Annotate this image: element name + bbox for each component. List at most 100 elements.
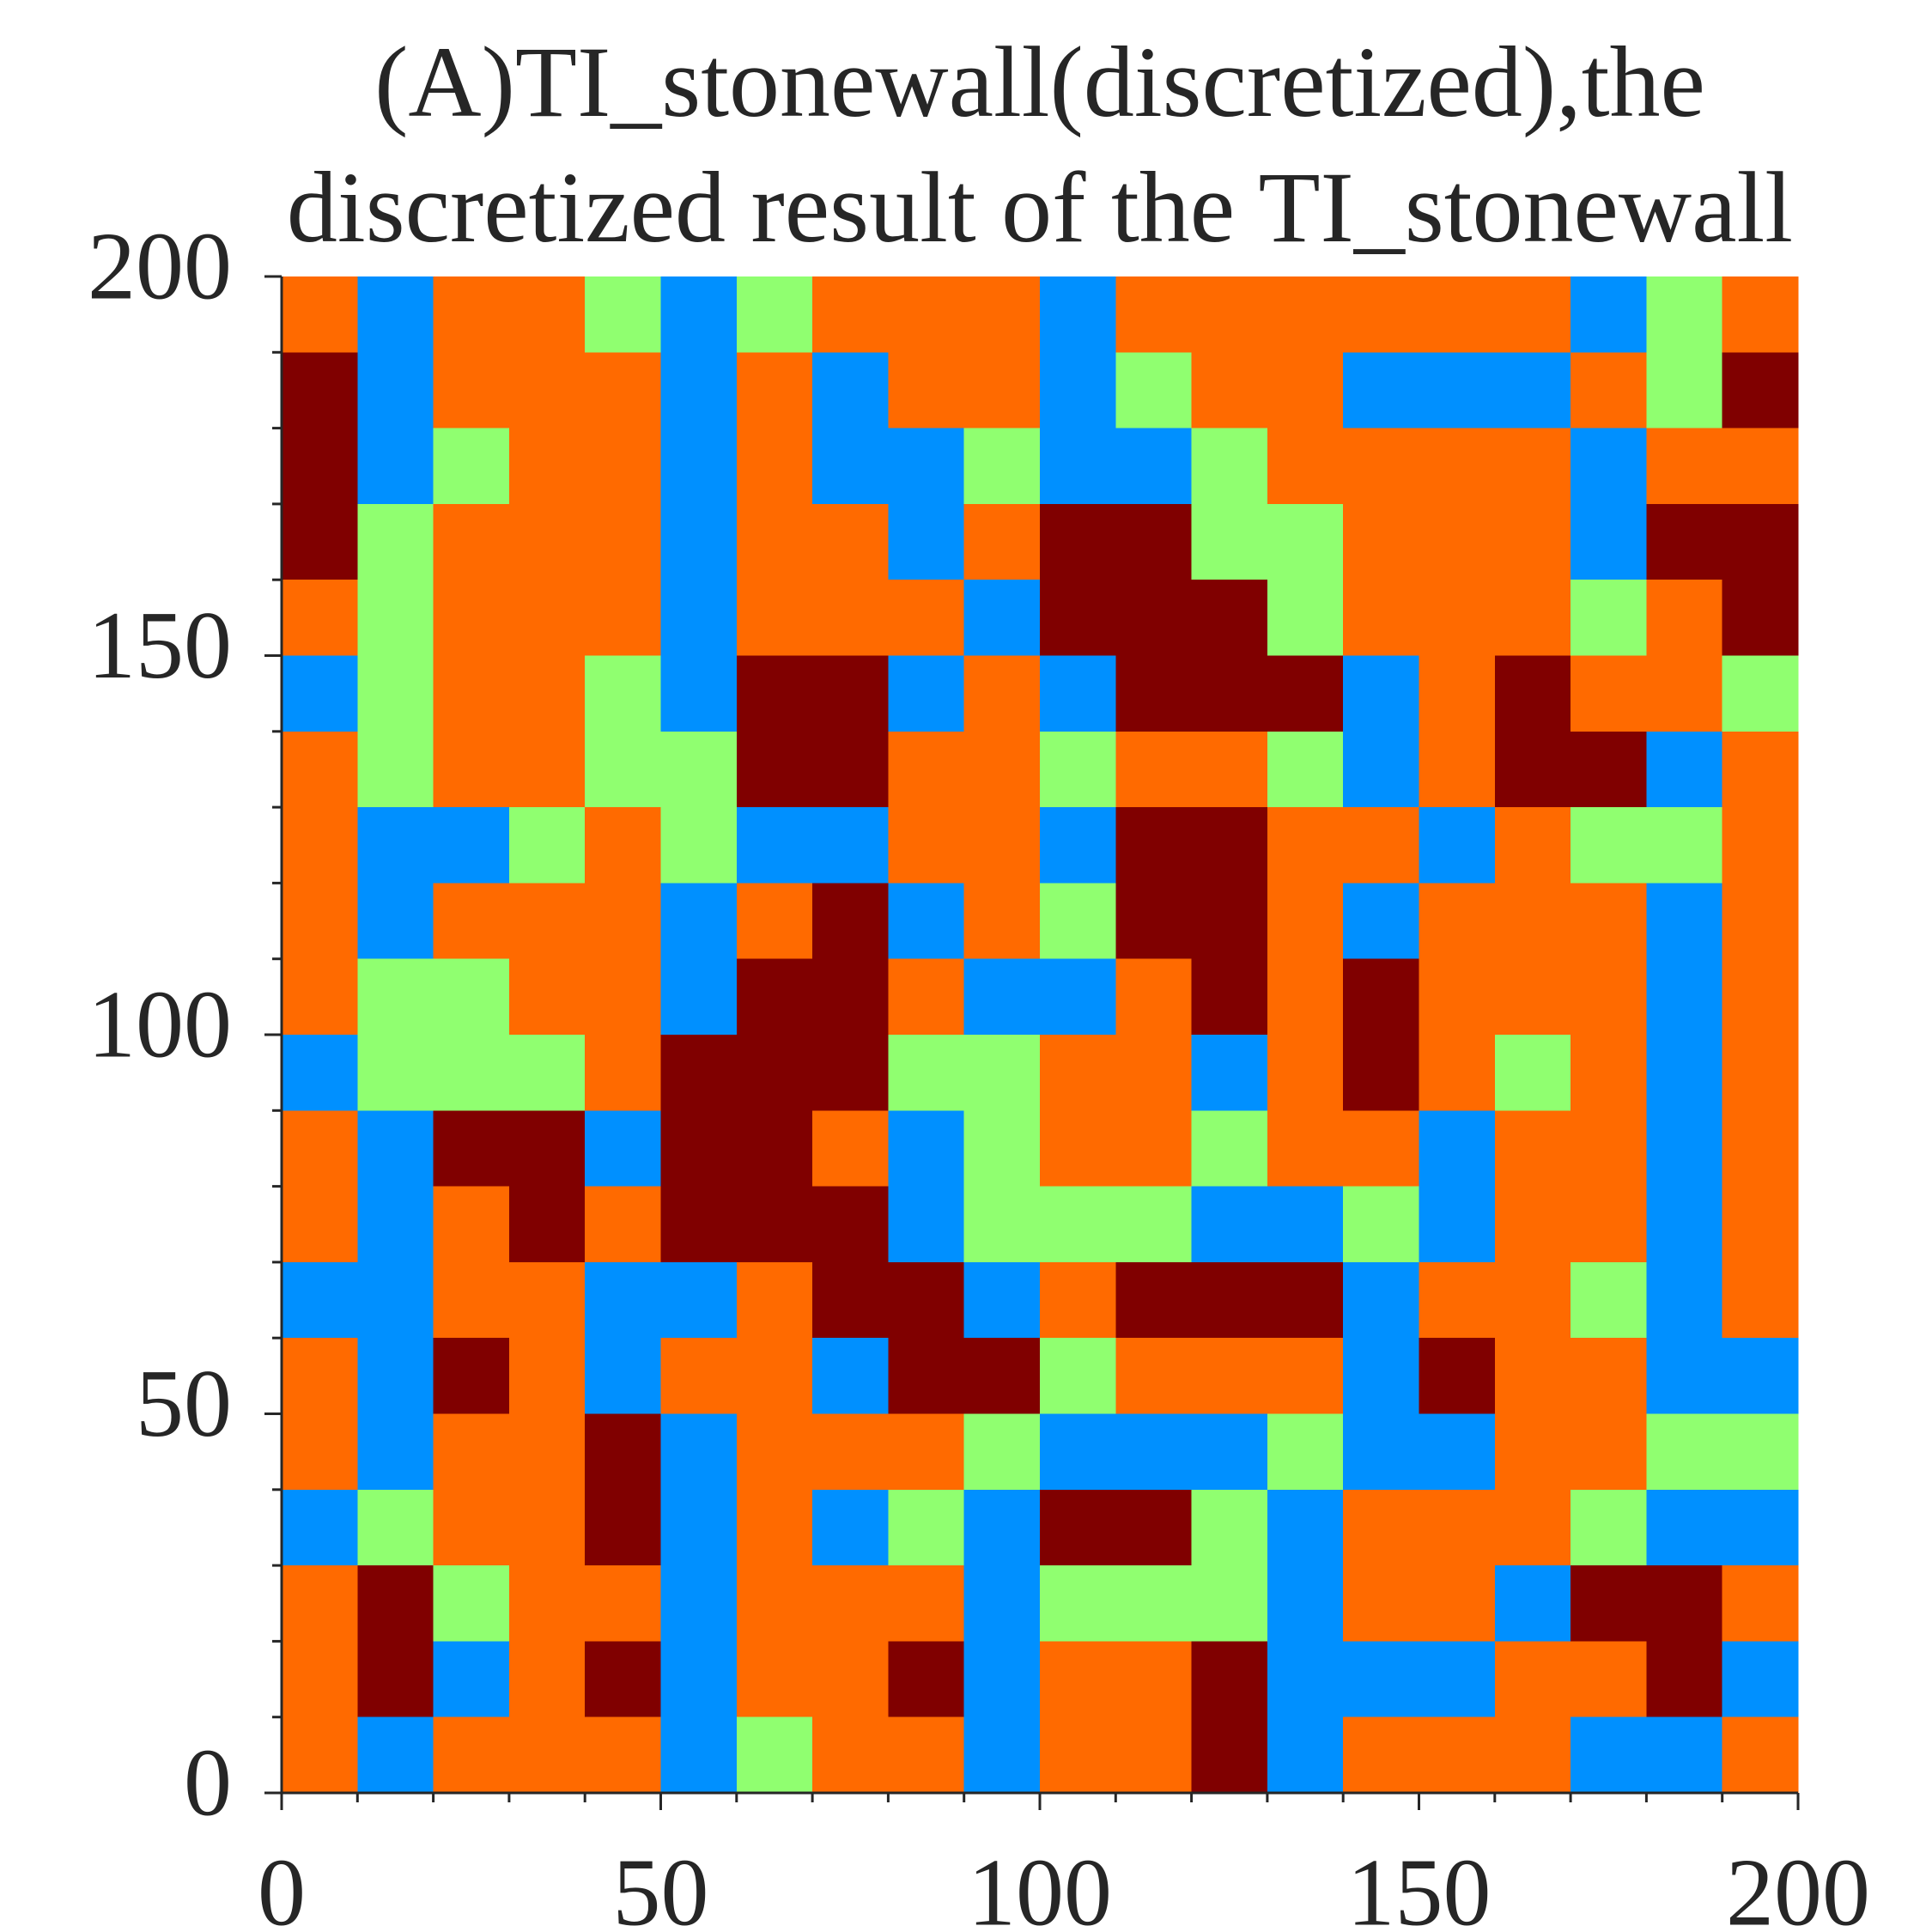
- heatmap-cell: [1191, 1413, 1268, 1491]
- heatmap-cell: [1115, 1489, 1193, 1566]
- heatmap-cell: [736, 1110, 813, 1188]
- heatmap-cell: [1571, 580, 1647, 656]
- heatmap-cell: [888, 1261, 965, 1339]
- heatmap-cell: [508, 1716, 586, 1794]
- heatmap-cell: [812, 1565, 889, 1642]
- heatmap-cell: [660, 1489, 738, 1566]
- heatmap-cell: [508, 352, 586, 429]
- heatmap-cell: [433, 352, 510, 429]
- heatmap-cell: [1494, 352, 1571, 429]
- heatmap-cell: [660, 1565, 738, 1642]
- y-tick-label: 50: [136, 1351, 232, 1457]
- heatmap-cell: [963, 1641, 1041, 1718]
- heatmap-cell: [1419, 655, 1496, 732]
- heatmap-cell: [963, 958, 1041, 1036]
- heatmap-cell: [1494, 1338, 1571, 1414]
- heatmap-cell: [1115, 352, 1193, 429]
- x-tick-label: 0: [258, 1840, 306, 1932]
- heatmap-cell: [433, 503, 510, 580]
- heatmap-cell: [1191, 1641, 1268, 1718]
- heatmap-cell: [660, 1338, 738, 1414]
- heatmap-cell: [1646, 958, 1723, 1036]
- heatmap-cell: [1419, 731, 1496, 808]
- heatmap-cell: [433, 1716, 510, 1794]
- heatmap-cell: [1115, 1413, 1193, 1491]
- heatmap-cell: [1494, 1110, 1571, 1188]
- heatmap-cell: [357, 503, 434, 580]
- heatmap-cell: [660, 807, 738, 884]
- heatmap-cell: [1722, 1641, 1799, 1718]
- heatmap-cell: [357, 807, 434, 884]
- heatmap-cell: [736, 1035, 813, 1111]
- heatmap-cell: [660, 731, 738, 808]
- heatmap-cell: [1267, 1035, 1344, 1111]
- heatmap-cell: [433, 1413, 510, 1491]
- heatmap-cell: [282, 883, 358, 960]
- heatmap-cell: [888, 1110, 965, 1188]
- heatmap-cell: [1191, 1110, 1268, 1188]
- y-tick-label: 150: [88, 592, 232, 699]
- heatmap-cell: [736, 503, 813, 580]
- heatmap-cell: [1191, 1489, 1268, 1566]
- heatmap-cell: [585, 1261, 661, 1339]
- heatmap-cell: [357, 352, 434, 429]
- heatmap-cell: [357, 276, 434, 353]
- heatmap-cell: [812, 1110, 889, 1188]
- heatmap-cell: [1722, 503, 1799, 580]
- heatmap-cell: [585, 580, 661, 656]
- heatmap-cell: [1191, 1338, 1268, 1414]
- heatmap-cell: [888, 503, 965, 580]
- heatmap-cell: [433, 1565, 510, 1642]
- heatmap-cell: [1191, 655, 1268, 732]
- heatmap-cell: [1115, 1035, 1193, 1111]
- heatmap-cell: [357, 1110, 434, 1188]
- heatmap-cell: [508, 1261, 586, 1339]
- heatmap-cell: [1494, 731, 1571, 808]
- heatmap-cell: [282, 1716, 358, 1794]
- heatmap-cell: [1343, 1186, 1419, 1263]
- x-tick-label: 100: [968, 1840, 1112, 1932]
- heatmap-cell: [357, 731, 434, 808]
- heatmap-cell: [660, 1413, 738, 1491]
- heatmap-cell: [812, 428, 889, 505]
- heatmap-cell: [1646, 1489, 1723, 1566]
- heatmap-cell: [1191, 580, 1268, 656]
- heatmap-cell: [357, 1716, 434, 1794]
- heatmap-cell: [508, 1565, 586, 1642]
- heatmap-cell: [812, 580, 889, 656]
- heatmap-cell: [433, 1261, 510, 1339]
- heatmap-cell: [736, 352, 813, 429]
- heatmap-cell: [433, 1641, 510, 1718]
- heatmap-cell: [1722, 1565, 1799, 1642]
- heatmap-cell: [1571, 958, 1647, 1036]
- heatmap-cell: [508, 731, 586, 808]
- heatmap-cell: [357, 1641, 434, 1718]
- heatmap-cell: [812, 1489, 889, 1566]
- heatmap-cell: [282, 1035, 358, 1111]
- heatmap-cell: [1115, 1338, 1193, 1414]
- chart-title: (A)TI_stonewall(discretized),the: [374, 26, 1705, 138]
- heatmap-cell: [1191, 276, 1268, 353]
- heatmap-cell: [888, 352, 965, 429]
- heatmap-cell: [736, 883, 813, 960]
- heatmap-cell: [1040, 731, 1116, 808]
- heatmap-cell: [963, 807, 1041, 884]
- heatmap-cell: [888, 1565, 965, 1642]
- heatmap-cell: [1419, 883, 1496, 960]
- heatmap-cell: [1571, 503, 1647, 580]
- heatmap-cell: [1267, 1338, 1344, 1414]
- heatmap-cell: [585, 1641, 661, 1718]
- heatmap-cell: [1646, 1110, 1723, 1188]
- heatmap-cell: [433, 883, 510, 960]
- heatmap-cell: [357, 1186, 434, 1263]
- heatmap-cell: [1343, 807, 1419, 884]
- heatmap-cell: [1419, 428, 1496, 505]
- heatmap-cell: [1571, 1261, 1647, 1339]
- heatmap-cell: [1722, 1413, 1799, 1491]
- heatmap-cell: [1267, 503, 1344, 580]
- heatmap-cell: [282, 1641, 358, 1718]
- heatmap-cell: [1722, 883, 1799, 960]
- heatmap-cell: [963, 1338, 1041, 1414]
- heatmap-cell: [1191, 883, 1268, 960]
